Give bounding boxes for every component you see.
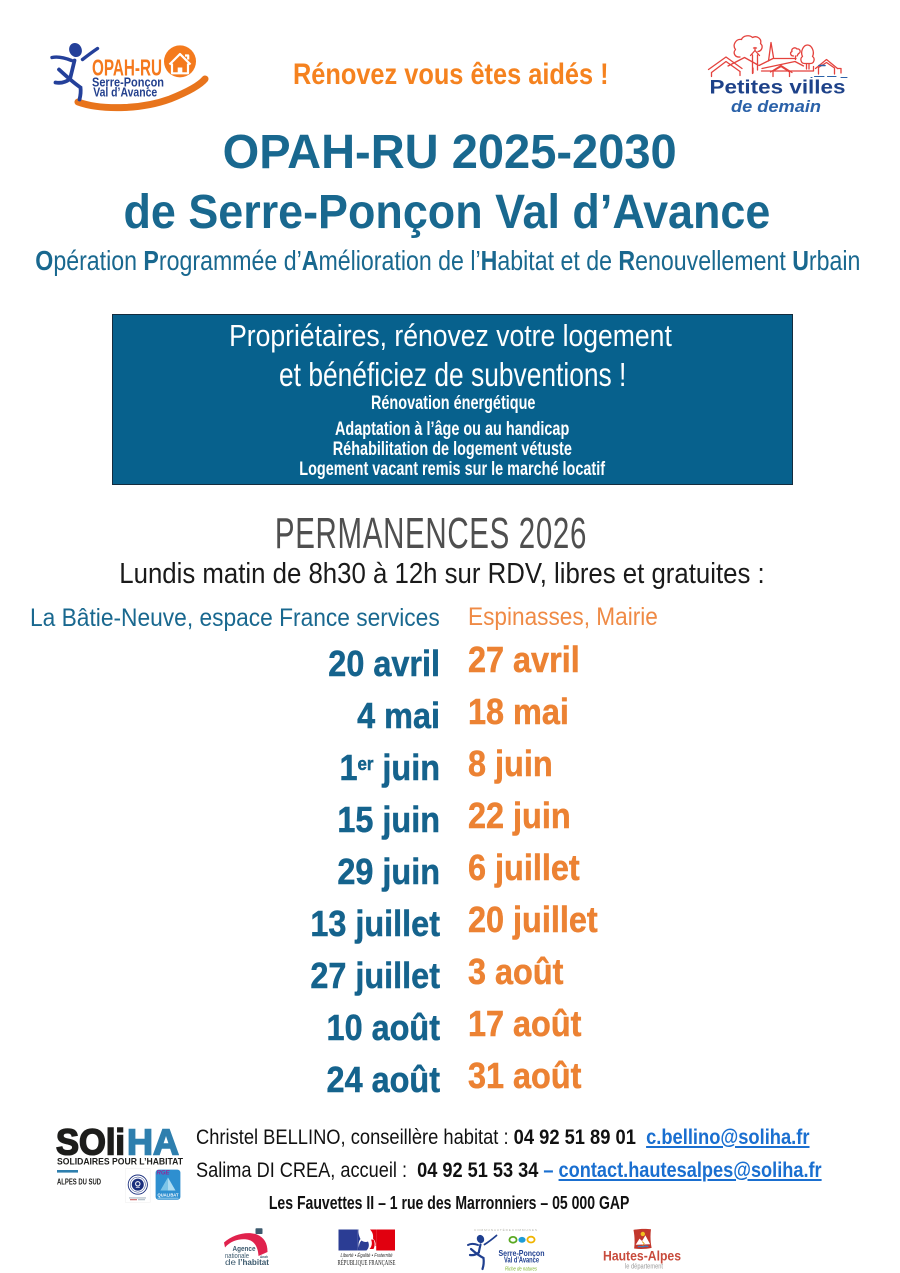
svg-text:le département: le département (625, 1264, 663, 1271)
svg-text:de demain: de demain (731, 97, 821, 116)
svg-text:C O M M U N A U T É D E C: C O M M U N A U T É D E C O M M U N E S (474, 1227, 537, 1232)
svg-text:l’habitat: l’habitat (238, 1258, 269, 1267)
svg-text:Anah: Anah (260, 1255, 268, 1259)
svg-text:nationale: nationale (225, 1253, 249, 1260)
svg-text:HA: HA (127, 1122, 179, 1163)
svg-text:Liberté • Égalité • Fraternité: Liberté • Égalité • Fraternité (341, 1252, 393, 1259)
svg-text:Val d’Avance: Val d’Avance (504, 1255, 539, 1265)
svg-text:Petites villes: Petites villes (710, 78, 846, 99)
svg-text:QUALIBAT: QUALIBAT (158, 1193, 179, 1198)
svg-text:SOli: SOli (56, 1122, 125, 1163)
svg-text:Hautes-Alpes: Hautes-Alpes (603, 1249, 681, 1264)
svg-text:OPAH-RU: OPAH-RU (92, 55, 162, 81)
svg-text:ALPES DU SUD: ALPES DU SUD (57, 1178, 101, 1187)
svg-text:Riche de natures: Riche de natures (505, 1267, 537, 1273)
svg-text:Agence: Agence (233, 1244, 256, 1253)
svg-text:RÉPUBLIQUE FRANÇAISE: RÉPUBLIQUE FRANÇAISE (338, 1257, 396, 1267)
svg-text:Val d’Avance: Val d’Avance (93, 85, 157, 100)
svg-text:SOLIDAIRES POUR L’HABITAT: SOLIDAIRES POUR L’HABITAT (57, 1157, 183, 1167)
svg-text:de: de (225, 1258, 237, 1267)
svg-text:RGE: RGE (157, 1171, 171, 1177)
svg-text:Serre-Ponçon: Serre-Ponçon (499, 1248, 545, 1258)
svg-text:Serre-Ponçon: Serre-Ponçon (92, 74, 164, 89)
